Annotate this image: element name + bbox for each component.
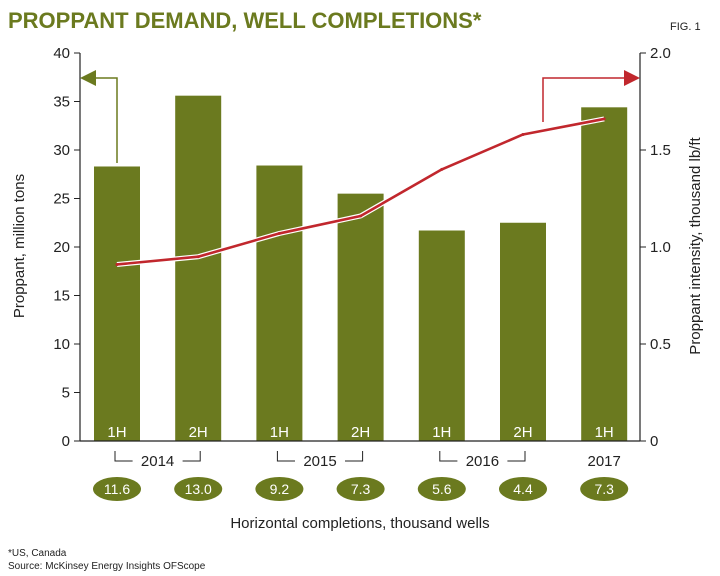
chart-title: PROPPANT DEMAND, WELL COMPLETIONS*: [8, 8, 482, 33]
completions-oval: [174, 477, 223, 501]
completions-value: 4.4: [513, 481, 533, 497]
year-bracket-right: [345, 451, 364, 462]
bar: [500, 222, 546, 441]
year-bracket-right: [507, 451, 526, 462]
intensity-point: [115, 262, 119, 266]
source-note: Source: McKinsey Energy Insights OFScope: [8, 561, 206, 572]
bar: [256, 165, 303, 441]
completions-oval: [499, 477, 547, 501]
y-left-tick-label: 30: [53, 142, 70, 159]
bar: [94, 166, 140, 442]
intensity-point: [602, 117, 606, 121]
axes: 0 5 10 15 20 25 30 35 40 0 0.5 1.0 1.5 2.0: [53, 45, 671, 450]
year-label: 2014: [141, 453, 174, 470]
y-right-tick-label: 0: [650, 433, 658, 450]
bar: [175, 95, 222, 442]
y-left-tick-label: 15: [53, 288, 70, 305]
bar: [418, 230, 465, 441]
completions-oval: [580, 477, 629, 501]
completions-value: 9.2: [270, 481, 290, 497]
completions-oval: [255, 477, 304, 501]
intensity-point: [440, 167, 444, 171]
y-left-tick-label: 0: [62, 433, 70, 450]
year-label: 2017: [588, 453, 621, 470]
y-right-tick-label: 1.5: [650, 142, 671, 159]
bar-half-label: 2H: [351, 424, 370, 441]
bar-half-label: 1H: [107, 424, 126, 441]
left-arrowhead-icon: [80, 70, 96, 86]
y-left-tick-label: 5: [62, 385, 70, 402]
year-bracket-left: [439, 451, 458, 462]
y-left-axis-title: Proppant, million tons: [11, 174, 28, 318]
intensity-point: [521, 132, 525, 136]
bar-half-label: 1H: [270, 424, 289, 441]
completions-row: 11.6 13.0 9.2 7.3 5.6 4.4 7.3: [93, 477, 629, 501]
completions-value: 5.6: [432, 481, 452, 497]
completions-value: 13.0: [185, 481, 212, 497]
completions-value: 7.3: [351, 481, 371, 497]
year-label: 2016: [466, 453, 499, 470]
bar-half-label: 2H: [189, 424, 208, 441]
x-axis-labels: 2014 2015 2016 2017: [114, 451, 621, 470]
line-series: [115, 116, 606, 267]
right-axis-indicator-arrow: [542, 77, 627, 122]
bar-half-label: 1H: [595, 424, 614, 441]
y-right-tick-label: 0.5: [650, 336, 671, 353]
bar-half-label: 2H: [513, 424, 532, 441]
bar: [581, 107, 628, 441]
footnote: *US, Canada: [8, 548, 67, 559]
year-bracket-left: [276, 451, 295, 462]
intensity-point: [277, 231, 281, 235]
x-axis-title: Horizontal completions, thousand wells: [230, 515, 489, 532]
y-left-tick-label: 40: [53, 45, 70, 62]
intensity-point: [196, 255, 200, 259]
completions-oval: [93, 477, 141, 501]
year-bracket-right: [182, 451, 201, 462]
y-left-tick-label: 20: [53, 239, 70, 256]
completions-value: 11.6: [104, 481, 130, 497]
y-left-tick-label: 25: [53, 191, 70, 208]
bar-half-label: 1H: [432, 424, 451, 441]
intensity-point: [359, 214, 363, 218]
year-label: 2015: [303, 453, 336, 470]
y-left-tick-label: 35: [53, 94, 70, 111]
y-left-tick-label: 10: [53, 336, 70, 353]
y-right-tick-label: 2.0: [650, 45, 671, 62]
year-bracket-left: [114, 451, 133, 462]
completions-value: 7.3: [594, 481, 614, 497]
y-right-axis-title: Proppant intensity, thousand lb/ft: [687, 136, 704, 354]
completions-oval: [417, 477, 466, 501]
figure-label: FIG. 1: [670, 21, 701, 33]
bar: [337, 193, 384, 441]
y-right-tick-label: 1.0: [650, 239, 671, 256]
bar-series: 1H 2H 1H 2H 1H 2H 1H: [94, 95, 628, 442]
completions-oval: [336, 477, 385, 501]
right-arrowhead-icon: [624, 70, 640, 86]
left-axis-indicator-arrow: [93, 77, 118, 163]
